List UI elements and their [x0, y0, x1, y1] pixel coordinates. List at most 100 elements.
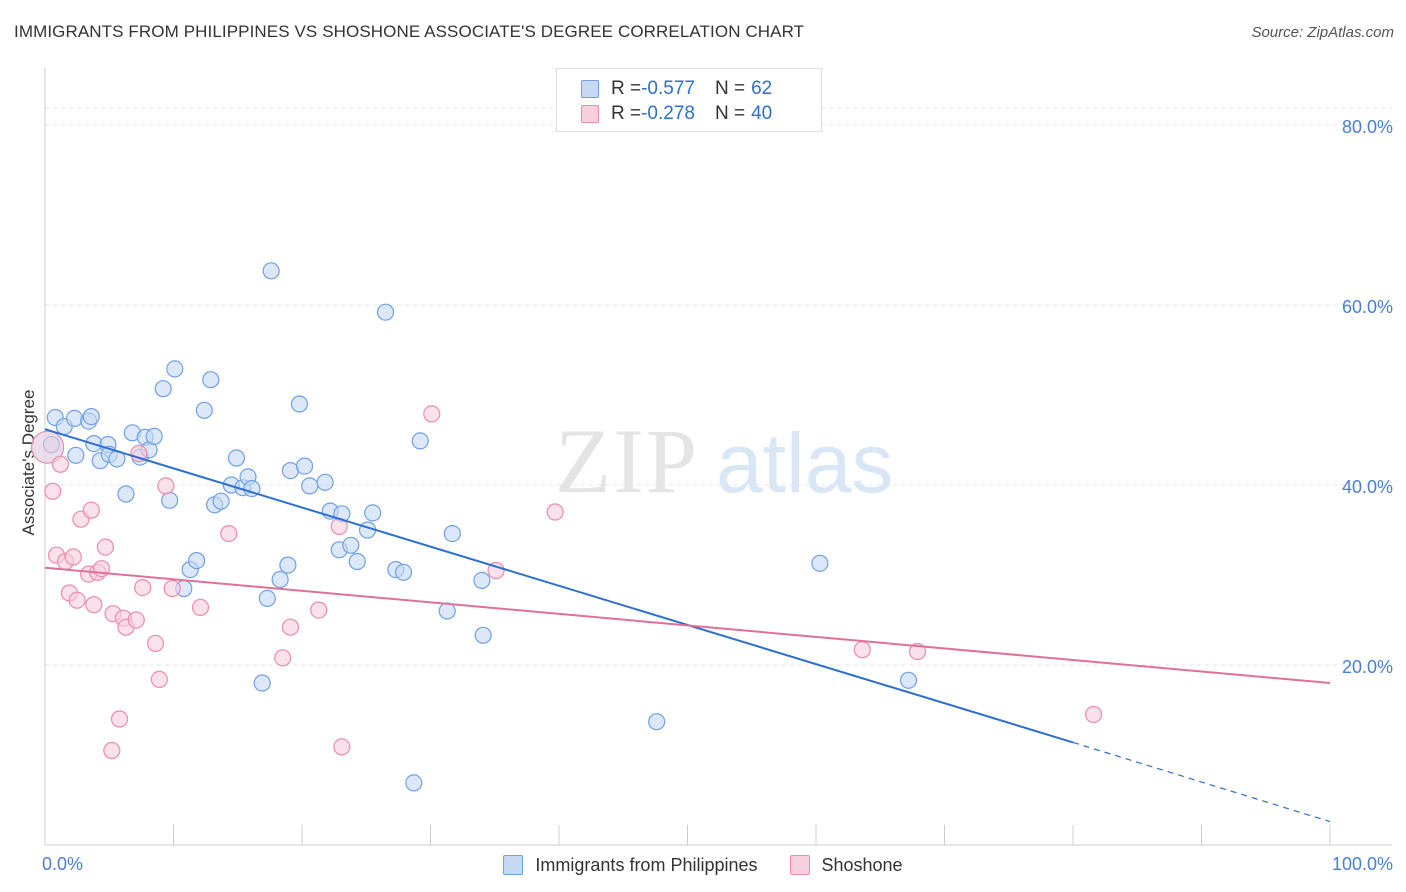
r-label: R =: [611, 78, 642, 99]
philippines-point: [342, 536, 360, 554]
shoshone-legend-swatch: [789, 855, 810, 875]
philippines-point: [394, 563, 413, 581]
philippines-point: [258, 589, 276, 608]
shoshone-point: [487, 561, 505, 580]
philippines-legend-swatch: [503, 855, 524, 875]
philippines-point: [899, 671, 918, 689]
philippines-point: [202, 371, 220, 389]
shoshone-large-point: [31, 430, 65, 464]
shoshone-point: [191, 598, 210, 617]
philippines-point: [301, 477, 319, 495]
shoshone-point: [68, 591, 86, 609]
chart-title: IMMIGRANTS FROM PHILIPPINES VS SHOSHONE …: [14, 22, 805, 41]
philippines-point: [271, 570, 289, 589]
shoshone-point: [64, 548, 82, 566]
watermark-zip: ZIP: [555, 410, 699, 512]
philippines-point: [364, 504, 382, 522]
shoshone-point: [281, 618, 300, 636]
shoshone-point: [127, 611, 145, 629]
philippines-point: [376, 303, 395, 321]
philippines-point: [188, 551, 206, 570]
r-label: R =: [611, 103, 642, 124]
shoshone-point: [546, 503, 564, 521]
shoshone-point: [333, 738, 351, 756]
philippines-swatch: [581, 80, 599, 98]
philippines-point: [117, 485, 135, 503]
source-label: Source: ZipAtlas.com: [1251, 24, 1394, 41]
shoshone-point: [908, 642, 927, 661]
philippines-point: [253, 674, 271, 692]
legend-item-philippines: Immigrants from Philippines: [503, 854, 758, 876]
philippines-point: [295, 457, 314, 475]
n-value: 40: [751, 103, 773, 124]
philippines-point: [154, 380, 172, 398]
series-legend: Immigrants from Philippines Shoshone: [0, 852, 1406, 878]
philippines-point: [290, 395, 309, 413]
shoshone-point: [134, 578, 152, 597]
philippines-point: [262, 262, 280, 280]
philippines-point: [405, 774, 423, 792]
philippines-point: [474, 626, 492, 644]
shoshone-point: [157, 477, 175, 495]
shoshone-point: [274, 649, 292, 667]
y-tick-label: 40.0%: [1342, 477, 1393, 497]
stats-legend-row-shoshone: R = -0.278 N = 40: [581, 102, 772, 126]
philippines-point: [443, 524, 461, 543]
r-value: -0.278: [641, 103, 695, 124]
philippines-point: [648, 713, 666, 731]
philippines-point: [411, 432, 429, 450]
watermark-atlas: atlas: [716, 416, 893, 510]
shoshone-point: [103, 741, 121, 760]
philippines-point: [65, 409, 84, 427]
philippines-point: [473, 571, 491, 590]
philippines-point: [166, 360, 184, 378]
philippines-point: [438, 602, 456, 620]
philippines-point: [195, 401, 213, 419]
r-value: -0.577: [641, 78, 695, 99]
stats-legend: R = -0.577 N = 62 R = -0.278 N = 40: [556, 68, 822, 132]
y-tick-label: 80.0%: [1342, 117, 1393, 137]
shoshone-point: [82, 501, 100, 519]
shoshone-point: [150, 670, 168, 689]
stats-legend-row-philippines: R = -0.577 N = 62: [581, 77, 772, 101]
shoshone-point: [163, 579, 181, 598]
philippines-point: [145, 427, 163, 445]
y-tick-label: 20.0%: [1342, 657, 1393, 677]
y-tick-label: 60.0%: [1342, 297, 1393, 317]
x-tick-label: 100.0%: [1332, 854, 1393, 874]
philippines-trend-line: [44, 428, 1074, 744]
y-axis-label: Associate's Degree: [19, 390, 38, 536]
legend-label-shoshone: Shoshone: [821, 854, 903, 875]
legend-item-shoshone: Shoshone: [789, 854, 903, 876]
n-label: N =: [714, 103, 746, 124]
shoshone-point: [51, 455, 70, 473]
philippines-point: [82, 408, 100, 426]
shoshone-point: [310, 601, 328, 619]
philippines-point: [348, 552, 366, 571]
philippines-point: [227, 449, 246, 467]
n-value: 62: [751, 78, 773, 99]
shoshone-trend-line: [44, 566, 1331, 684]
philippines-point: [281, 462, 300, 480]
shoshone-point: [423, 405, 441, 423]
philippines-point: [279, 556, 297, 574]
philippines-point: [67, 446, 85, 464]
x-tick-label: 0.0%: [42, 854, 83, 874]
shoshone-point: [96, 538, 114, 556]
philippines-point: [811, 554, 829, 572]
shoshone-point: [1084, 705, 1103, 724]
shoshone-point: [853, 641, 871, 659]
shoshone-point: [110, 710, 129, 728]
shoshone-point: [85, 596, 103, 614]
philippines-point: [212, 492, 230, 510]
shoshone-point: [146, 634, 165, 653]
shoshone-point: [44, 482, 62, 500]
legend-label-philippines: Immigrants from Philippines: [535, 854, 758, 875]
n-label: N =: [714, 78, 746, 99]
shoshone-point: [220, 524, 238, 543]
shoshone-swatch: [581, 105, 599, 123]
philippines-trend-extension: [1072, 741, 1331, 823]
philippines-point: [316, 473, 334, 491]
philippines-point: [161, 491, 179, 509]
